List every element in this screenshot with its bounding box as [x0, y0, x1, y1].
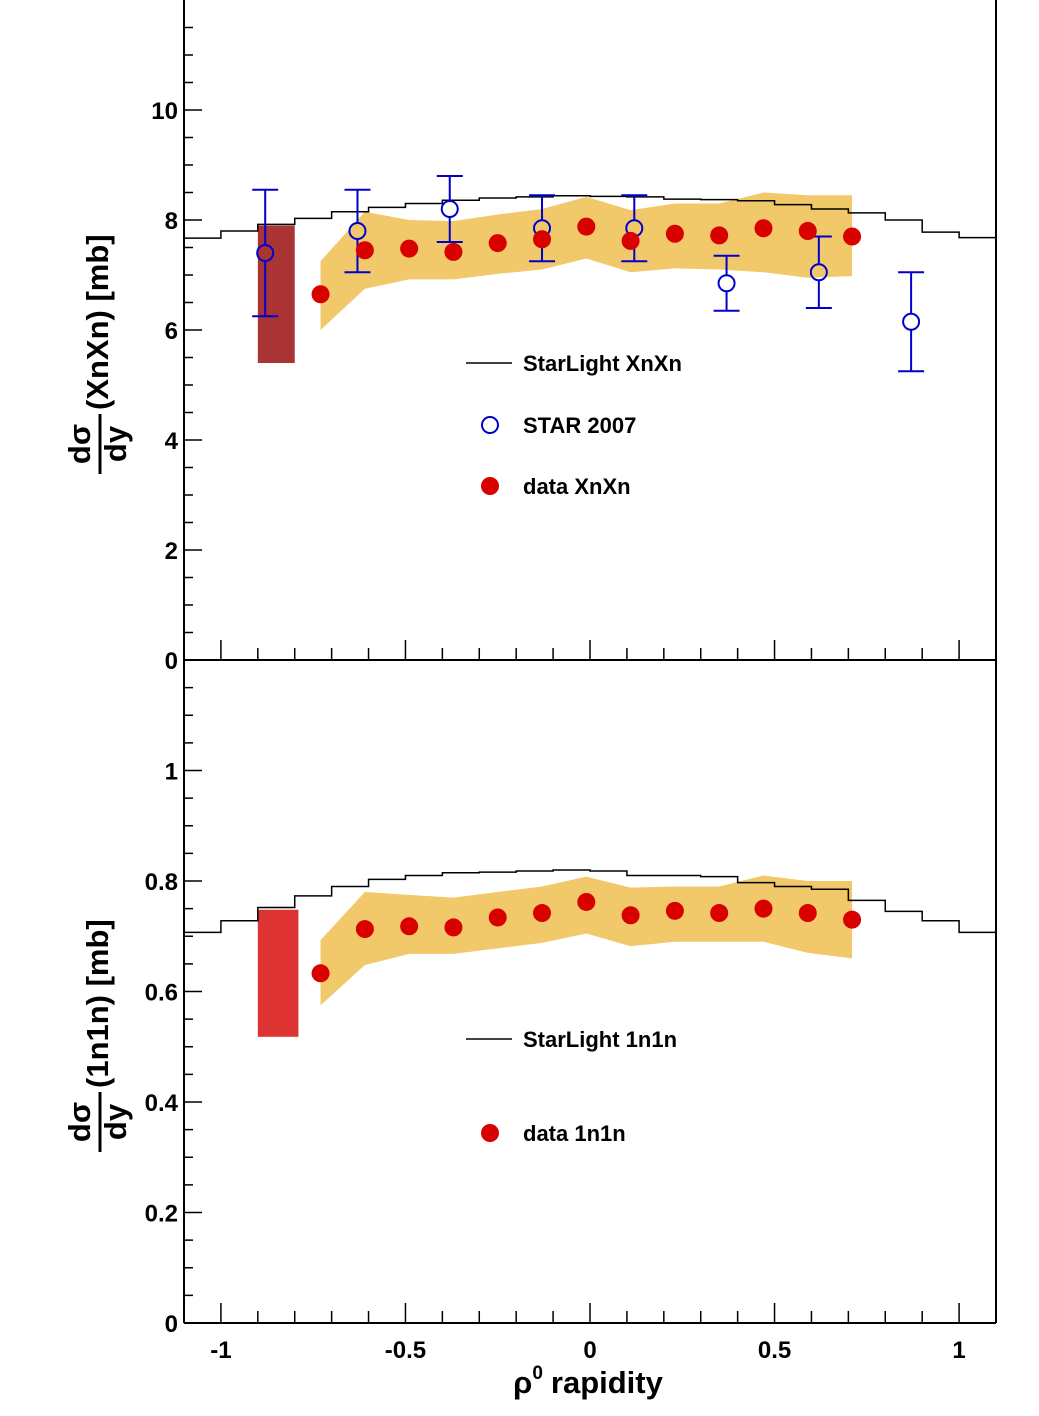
star2007-point [436, 175, 463, 243]
y-axis-title-top: dσ dy (XnXn) [mb] [62, 234, 133, 474]
y-tick-label: 0.8 [145, 869, 178, 896]
data-point [533, 904, 552, 923]
y-title-bottom-numerator: dσ [62, 1102, 97, 1142]
data-point [444, 918, 463, 937]
y-title-top-numerator: dσ [62, 424, 97, 464]
data-point [355, 920, 374, 939]
y-tick-label: 0 [165, 1311, 178, 1338]
data-point [311, 285, 330, 304]
star2007-marker [717, 274, 736, 293]
data-point [798, 222, 817, 240]
panel-top-xnxn: 0 2 4 6 8 10 StarLight XnXn STAR 2007 data XnXn [151, 0, 997, 675]
panel-bottom-1n1n: 0 0.2 0.4 0.6 0.8 1 -1 -0.5 0 0.5 1 StarLight 1n1n d… [145, 660, 997, 1364]
star2007-marker [809, 263, 828, 282]
x-axis-title-superscript: 0 [532, 1363, 543, 1384]
y-axis-title-bottom: dσ dy (1n1n) [mb] [62, 919, 133, 1152]
data-point [621, 906, 640, 925]
y-tick-label: 6 [165, 318, 178, 345]
starlight-histogram [184, 869, 996, 934]
legend-open-circle-swatch [481, 416, 499, 434]
y-tick-label: 2 [165, 538, 178, 565]
legend-entry: StarLight 1n1n [466, 1027, 677, 1052]
legend-label: StarLight XnXn [523, 351, 682, 376]
data-point [533, 230, 552, 249]
x-tick-label: 0.5 [758, 1337, 791, 1364]
data-point [400, 239, 419, 258]
data-point [843, 910, 862, 929]
y-tick-label: 0.2 [145, 1201, 178, 1228]
x-tick-label: -1 [210, 1337, 231, 1364]
data-point [665, 224, 684, 243]
y-tick-label: 1 [165, 759, 178, 786]
data-point [754, 219, 773, 238]
data-point [444, 242, 463, 261]
star2007-marker [902, 312, 921, 331]
legend-label: StarLight 1n1n [523, 1027, 677, 1052]
y-tick-label: 0 [165, 648, 178, 675]
data-point [488, 908, 507, 927]
luminosity-box [257, 225, 295, 363]
data-point [843, 227, 862, 246]
star2007-marker [256, 244, 275, 262]
data-point [710, 904, 729, 923]
legend-filled-circle-swatch [481, 1124, 499, 1142]
data-point [355, 241, 374, 260]
data-point [577, 892, 596, 911]
x-axis-title-rho: ρ [513, 1365, 532, 1400]
data-point [311, 964, 330, 983]
legend-entry: StarLight XnXn [466, 351, 682, 376]
legend-entry: data XnXn [481, 474, 631, 499]
data-point [665, 901, 684, 920]
star2007-point [713, 254, 740, 312]
y-title-bottom-text: (1n1n) [mb] [80, 919, 115, 1088]
luminosity-box [257, 909, 299, 1037]
legend-entry: STAR 2007 [481, 413, 636, 438]
y-tick-label: 0.6 [145, 980, 178, 1007]
star2007-marker [440, 200, 459, 218]
x-tick-label: 0 [583, 1337, 596, 1364]
data-point [400, 917, 419, 936]
y-tick-label: 8 [165, 208, 178, 235]
legend-label: STAR 2007 [523, 413, 636, 438]
x-tick-label: 1 [952, 1337, 965, 1364]
y-tick-label: 4 [165, 428, 179, 455]
star2007-point [898, 271, 925, 373]
x-axis-title-text: rapidity [551, 1365, 664, 1400]
legend-entry: data 1n1n [481, 1121, 626, 1146]
legend-label: data 1n1n [523, 1121, 626, 1146]
y-tick-label: 0.4 [145, 1090, 179, 1117]
star2007-marker [348, 222, 367, 240]
data-point [754, 899, 773, 918]
data-point [710, 226, 729, 245]
x-axis-title: ρ0 rapidity [513, 1363, 663, 1400]
starlight-histogram [184, 195, 996, 239]
y-title-bottom-denominator: dy [98, 1103, 133, 1140]
data-point [577, 217, 596, 236]
legend-label: data XnXn [523, 474, 631, 499]
y-title-top-denominator: dy [98, 425, 133, 462]
x-tick-label: -0.5 [385, 1337, 426, 1364]
star2007-point [805, 235, 832, 309]
y-title-top-text: (XnXn) [mb] [80, 234, 115, 410]
legend-filled-circle-swatch [481, 477, 499, 495]
data-point [621, 231, 640, 250]
data-point [488, 234, 507, 253]
star2007-point [344, 188, 371, 274]
star2007-point [252, 188, 279, 318]
data-point [798, 904, 817, 923]
y-tick-label: 10 [151, 98, 178, 125]
